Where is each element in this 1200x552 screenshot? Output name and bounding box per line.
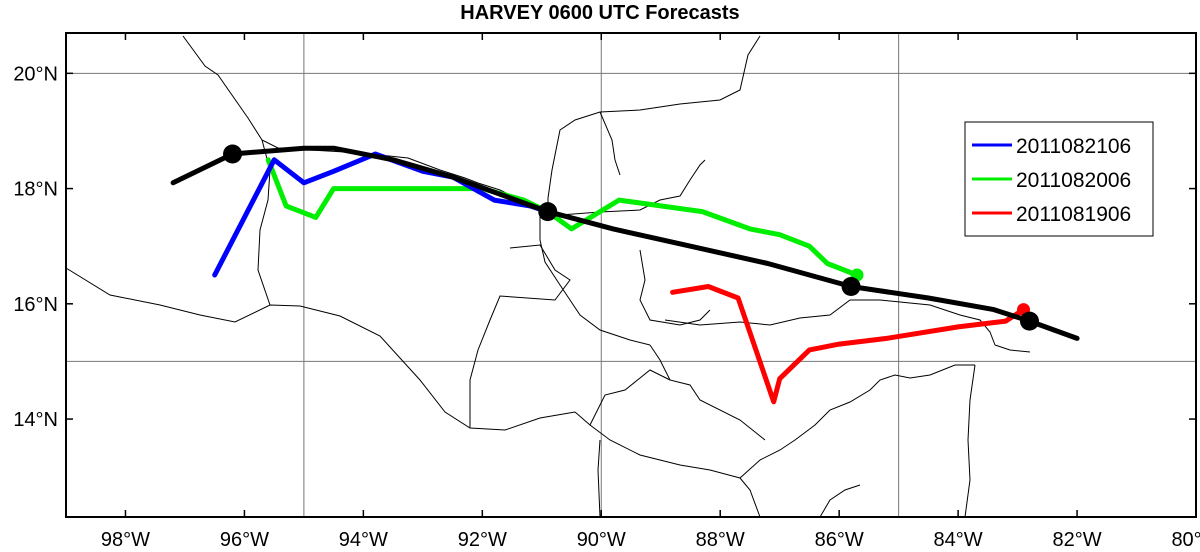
belize-coast <box>639 249 711 326</box>
map-background <box>66 33 1196 517</box>
pacific-coast-south <box>739 477 761 518</box>
y-axis-ticks: 14°N 16°N 18°N 20°N <box>13 63 1196 431</box>
caribbean-east-coast <box>994 344 1031 353</box>
x-tick-label: 88°W <box>696 529 745 551</box>
legend-label: 2011081906 <box>1016 203 1131 226</box>
nicaragua-coast <box>964 364 976 518</box>
x-tick-label: 86°W <box>815 529 864 551</box>
yucatan-east-coast <box>547 159 706 216</box>
x-tick-label: 90°W <box>577 529 626 551</box>
observed-position-marker <box>841 277 861 297</box>
y-tick-label: 14°N <box>13 409 58 431</box>
graticule <box>66 33 1196 517</box>
plot-frame <box>65 32 1197 518</box>
honduras-guatemala-border <box>649 344 766 441</box>
observed-position-marker <box>223 144 243 164</box>
honduras-nicaragua-border <box>739 364 975 479</box>
x-tick-label: 96°W <box>220 529 269 551</box>
observed-position-marker <box>1019 311 1039 331</box>
legend: 2011082106 2011082006 2011081906 <box>964 121 1154 237</box>
country-borders <box>65 35 1031 518</box>
forecast-track-2011082006 <box>265 157 860 278</box>
guatemala-mexico-border <box>469 244 571 428</box>
x-tick-label: 84°W <box>934 529 983 551</box>
x-tick-label: 94°W <box>339 529 388 551</box>
mexico-southwest-coast <box>65 267 576 431</box>
plot-area <box>66 33 1196 517</box>
y-tick-label: 20°N <box>13 63 58 85</box>
x-axis-ticks: 98°W 96°W 94°W 92°W 90°W 88°W 86°W 84°W 82°W 80°W <box>101 33 1200 551</box>
guatemala-belize-border <box>539 208 651 346</box>
x-tick-label: 82°W <box>1052 529 1101 551</box>
x-tick-label: 80°W <box>1171 529 1200 551</box>
guatemala-internal-line <box>597 439 601 518</box>
yucatan-west-coast <box>599 111 621 176</box>
y-tick-label: 16°N <box>13 294 58 316</box>
observed-position-marker <box>538 202 558 222</box>
x-tick-label: 98°W <box>101 529 150 551</box>
x-tick-label: 92°W <box>458 529 507 551</box>
legend-label: 2011082006 <box>1016 169 1131 192</box>
costa-rica-lines <box>819 484 861 518</box>
observed-track-line <box>170 145 1080 341</box>
chart-title: HARVEY 0600 UTC Forecasts <box>460 2 740 24</box>
forecast-track-2011081906 <box>670 284 1026 405</box>
y-tick-label: 18°N <box>13 179 58 201</box>
el-salvador-honduras-border <box>589 369 671 426</box>
observed-track <box>170 144 1080 341</box>
legend-label: 2011082106 <box>1016 135 1131 158</box>
